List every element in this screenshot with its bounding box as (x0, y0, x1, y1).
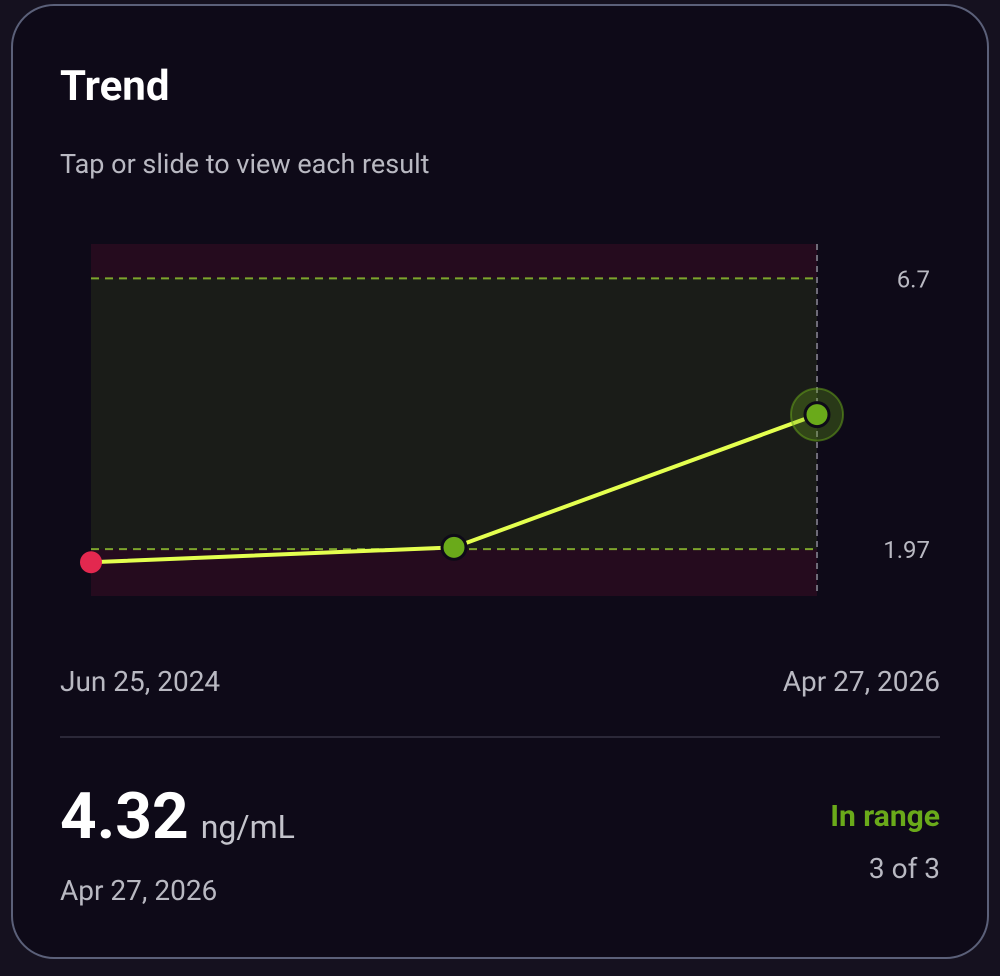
data-point (80, 551, 102, 574)
trend-chart[interactable]: 6.7 1.97 Jun 25, 2024 Apr 27, 2026 (60, 244, 940, 698)
reading-unit: ng/mL (201, 808, 295, 846)
data-point (440, 533, 468, 561)
status: In range (830, 799, 940, 834)
position: 3 of 3 (869, 852, 940, 885)
reading-date: Apr 27, 2026 (60, 874, 217, 907)
data-point (803, 401, 831, 429)
reference-label: 6.7 (897, 265, 930, 293)
reference-label: 1.97 (883, 536, 930, 564)
date-label: Apr 27, 2026 (783, 665, 940, 698)
date-label: Jun 25, 2024 (60, 665, 220, 698)
subtitle: Tap or slide to view each result (60, 148, 429, 180)
title: Trend (60, 62, 170, 111)
in-range-band (91, 278, 817, 550)
reading-value: 4.32 (60, 779, 189, 854)
